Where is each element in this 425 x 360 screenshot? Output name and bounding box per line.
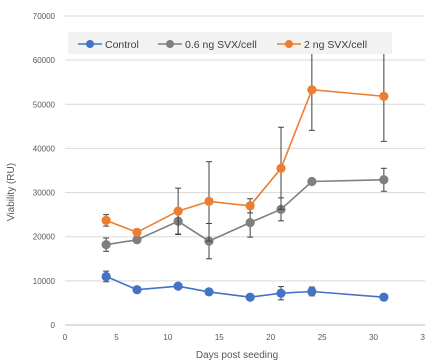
legend: Control 0.6 ng SVX/cell 2 ng SVX/cell xyxy=(78,39,367,51)
legend-box xyxy=(68,32,392,54)
data-point xyxy=(307,176,317,187)
data-point xyxy=(132,227,142,237)
legend-marker xyxy=(86,40,94,48)
y-tick-label: 40000 xyxy=(33,144,56,153)
x-tick-label: 5 xyxy=(114,333,119,342)
legend-item-control: Control xyxy=(78,39,139,51)
legend-marker xyxy=(166,40,174,48)
data-point xyxy=(379,91,389,101)
data-point xyxy=(173,281,183,291)
series-layer xyxy=(101,48,389,302)
y-axis-title: Viability (RU) xyxy=(6,163,17,221)
data-point xyxy=(276,163,286,173)
data-point xyxy=(379,175,389,185)
x-tick-label: 30 xyxy=(369,333,378,342)
legend-label: 0.6 ng SVX/cell xyxy=(185,39,257,51)
data-point xyxy=(307,286,317,297)
y-tick-label: 10000 xyxy=(33,277,56,286)
y-tick-label: 30000 xyxy=(33,189,56,198)
y-tick-label: 50000 xyxy=(33,100,56,109)
y-tick-label: 20000 xyxy=(33,233,56,242)
y-tick-label: 60000 xyxy=(33,56,56,65)
x-tick-label: 20 xyxy=(266,333,275,342)
data-point xyxy=(245,292,255,302)
data-point xyxy=(204,287,214,297)
series-line xyxy=(105,179,384,246)
y-tick-labels: 0 10000 20000 30000 40000 50000 60000 70000 xyxy=(33,12,56,330)
data-point xyxy=(379,292,389,302)
series-2-ng-svx-cell xyxy=(101,48,389,242)
data-point xyxy=(276,288,286,298)
data-point xyxy=(307,85,317,95)
series-0-6-ng-svx-cell xyxy=(101,167,389,260)
legend-label: 2 ng SVX/cell xyxy=(304,39,367,51)
data-point xyxy=(101,215,111,225)
data-point xyxy=(101,240,111,250)
series-line xyxy=(105,88,384,234)
legend-item-2-ng-svx-cell: 2 ng SVX/cell xyxy=(277,39,367,51)
legend-item-0-6-ng-svx-cell: 0.6 ng SVX/cell xyxy=(158,39,257,51)
series-line xyxy=(105,275,384,299)
legend-label: Control xyxy=(105,39,139,51)
data-point xyxy=(173,206,183,216)
x-tick-label: 10 xyxy=(163,333,172,342)
y-tick-label: 70000 xyxy=(33,12,56,21)
gridlines xyxy=(65,15,425,282)
x-axis-title: Days post seeding xyxy=(196,350,278,360)
data-point xyxy=(204,196,214,206)
series-control xyxy=(101,270,389,302)
x-tick-label: 0 xyxy=(63,333,68,342)
data-point xyxy=(132,235,142,245)
data-point xyxy=(132,285,142,295)
legend-marker xyxy=(285,40,293,48)
data-point xyxy=(245,217,255,228)
x-tick-labels: 0 5 10 15 20 25 30 35 xyxy=(63,333,425,342)
y-tick-label: 0 xyxy=(51,321,56,330)
data-point xyxy=(245,201,255,211)
x-tick-label: 35 xyxy=(421,333,425,342)
x-tick-label: 25 xyxy=(318,333,327,342)
x-tick-label: 15 xyxy=(215,333,224,342)
data-point xyxy=(101,271,111,282)
